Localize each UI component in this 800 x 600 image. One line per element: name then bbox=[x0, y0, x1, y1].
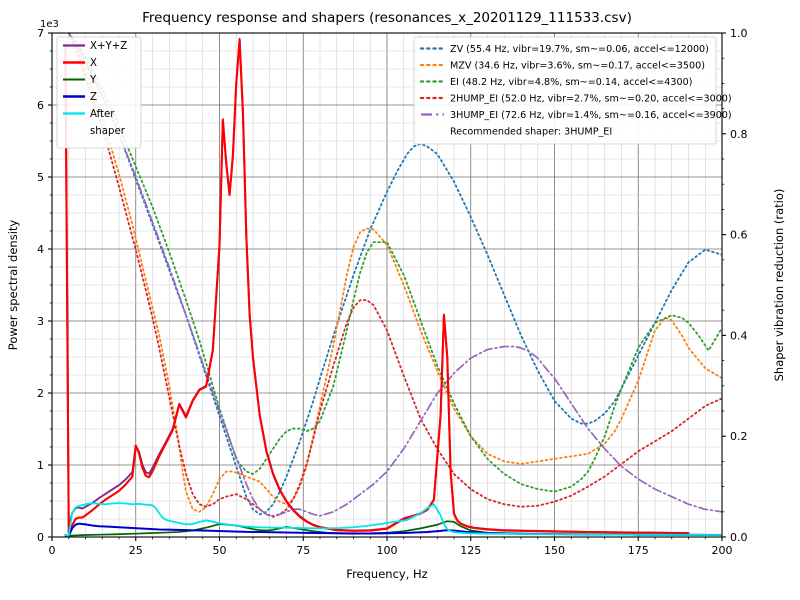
legend-shapers: ZV (55.4 Hz, vibr=19.7%, sm~=0.06, accel… bbox=[413, 36, 732, 145]
legend-shaper-label: EI (48.2 Hz, vibr=4.8%, sm~=0.14, accel<… bbox=[450, 77, 692, 88]
legend-shaper-item-2hump_ei[interactable]: 2HUMP_EI (52.0 Hz, vibr=2.7%, sm~=0.20, … bbox=[419, 94, 732, 105]
x-axis-label: Frequency, Hz bbox=[346, 567, 427, 581]
legend-shaper-item-mzv[interactable]: MZV (34.6 Hz, vibr=3.6%, sm~=0.17, accel… bbox=[419, 61, 705, 72]
x-tick-label: 50 bbox=[213, 544, 227, 557]
legend-psd-label: Y bbox=[89, 75, 97, 86]
y-tick-label-right: 0.4 bbox=[730, 329, 748, 342]
chart-title: Frequency response and shapers (resonanc… bbox=[142, 10, 632, 26]
y-axis-label-left: Power spectral density bbox=[6, 220, 20, 351]
legend-psd-item[interactable]: shaper bbox=[90, 126, 126, 137]
legend-psd: X+Y+Z XYZ After shaper bbox=[56, 36, 142, 149]
legend-psd-item[interactable]: X bbox=[63, 58, 97, 69]
y-tick-label-left: 7 bbox=[37, 27, 44, 40]
legend-psd-label: shaper bbox=[90, 126, 126, 137]
legend-psd-label: X bbox=[90, 58, 97, 69]
legend-psd-item[interactable]: After bbox=[63, 109, 115, 120]
psd-curve-after-shaper bbox=[64, 502, 722, 537]
y-tick-label-right: 0.2 bbox=[730, 430, 748, 443]
y-tick-label-right: 0.6 bbox=[730, 229, 748, 242]
x-tick-label: 200 bbox=[712, 544, 733, 557]
legend-shaper-label: 3HUMP_EI (72.6 Hz, vibr=1.4%, sm~=0.16, … bbox=[450, 110, 732, 121]
y-tick-label-right: 0.0 bbox=[730, 531, 748, 544]
legend-psd-box bbox=[56, 36, 142, 149]
shaper-curve-mzv bbox=[67, 33, 722, 513]
psd-curve-x bbox=[64, 39, 690, 535]
x-tick-label: 75 bbox=[296, 544, 310, 557]
legend-psd-label: After bbox=[90, 109, 115, 120]
y-axis-exponent: 1e3 bbox=[40, 19, 59, 30]
y-tick-label-right: 1.0 bbox=[730, 27, 748, 40]
y-tick-label-left: 0 bbox=[37, 531, 44, 544]
legend-shapers-box bbox=[413, 36, 717, 145]
legend-shaper-item-zv[interactable]: ZV (55.4 Hz, vibr=19.7%, sm~=0.06, accel… bbox=[419, 44, 709, 55]
x-tick-label: 100 bbox=[377, 544, 398, 557]
x-tick-label: 125 bbox=[460, 544, 481, 557]
x-tick-label: 0 bbox=[49, 544, 56, 557]
y-axis-label-right: Shaper vibration reduction (ratio) bbox=[772, 189, 786, 382]
legend-shaper-label: ZV (55.4 Hz, vibr=19.7%, sm~=0.06, accel… bbox=[450, 44, 709, 55]
legend-psd-item[interactable]: X+Y+Z bbox=[63, 41, 127, 52]
x-tick-label: 175 bbox=[628, 544, 649, 557]
curves bbox=[64, 33, 722, 537]
legend-shaper-item-ei[interactable]: EI (48.2 Hz, vibr=4.8%, sm~=0.14, accel<… bbox=[419, 77, 692, 88]
y-tick-label-left: 2 bbox=[37, 387, 44, 400]
y-tick-label-left: 5 bbox=[37, 171, 44, 184]
shaper-curves bbox=[67, 33, 722, 518]
legend-shaper-label: 2HUMP_EI (52.0 Hz, vibr=2.7%, sm~=0.20, … bbox=[450, 94, 732, 105]
recommended-shaper-text: Recommended shaper: 3HUMP_EI bbox=[450, 127, 612, 138]
legend-shaper-item-3hump_ei[interactable]: 3HUMP_EI (72.6 Hz, vibr=1.4%, sm~=0.16, … bbox=[421, 110, 732, 121]
y-tick-label-left: 4 bbox=[37, 243, 44, 256]
y-tick-label-left: 3 bbox=[37, 315, 44, 328]
shaper-curve-2hump_ei bbox=[67, 33, 722, 518]
axis-ticks: 0 25 50 75 100 125 150 175 200 0 1 2 3 4 5 6 7 0.0 0.2 0.4 0… bbox=[37, 27, 748, 557]
legend-psd-label: Z bbox=[90, 92, 97, 103]
y-tick-label-left: 1 bbox=[37, 459, 44, 472]
x-tick-label: 25 bbox=[129, 544, 143, 557]
shaper-curve-3hump_ei bbox=[67, 33, 722, 517]
legend-psd-item[interactable]: Z bbox=[63, 92, 97, 103]
legend-psd-item[interactable]: Y bbox=[63, 75, 97, 86]
y-tick-label-left: 6 bbox=[37, 99, 44, 112]
legend-psd-label: X+Y+Z bbox=[90, 41, 127, 52]
x-tick-label: 150 bbox=[544, 544, 565, 557]
legend-shaper-label: MZV (34.6 Hz, vibr=3.6%, sm~=0.17, accel… bbox=[450, 61, 705, 72]
psd-curves bbox=[64, 37, 722, 537]
y-tick-label-right: 0.8 bbox=[730, 128, 748, 141]
